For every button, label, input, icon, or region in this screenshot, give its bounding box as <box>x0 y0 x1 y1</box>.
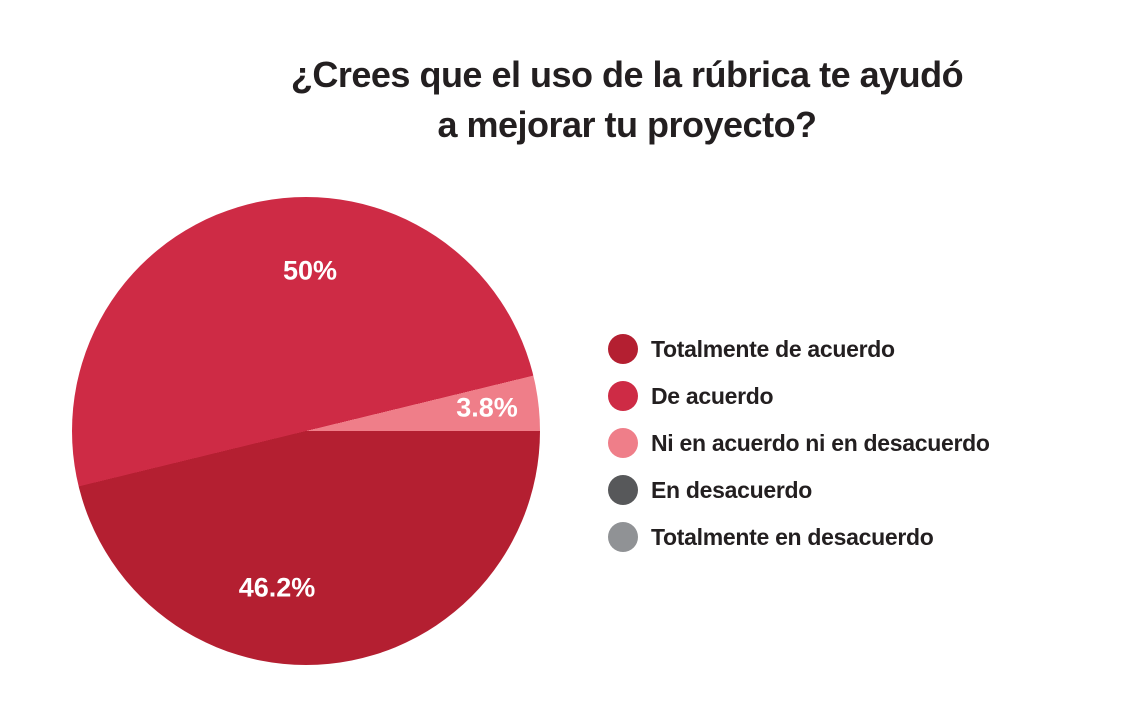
legend-item-ni-en-acuerdo: Ni en acuerdo ni en desacuerdo <box>608 428 990 458</box>
legend-swatch-totalmente-en-desacuerdo-icon <box>608 522 638 552</box>
legend-swatch-totalmente-de-acuerdo-icon <box>608 334 638 364</box>
pie-data-label-totalmente-de-acuerdo: 46.2% <box>238 572 316 603</box>
legend-item-en-desacuerdo: En desacuerdo <box>608 475 990 505</box>
legend-item-totalmente-de-acuerdo: Totalmente de acuerdo <box>608 334 990 364</box>
legend-label-totalmente-en-desacuerdo: Totalmente en desacuerdo <box>651 523 934 550</box>
legend-label-totalmente-de-acuerdo: Totalmente de acuerdo <box>651 335 895 362</box>
pie-chart: 50% 3.8% 46.2% <box>72 197 540 665</box>
pie-data-label-de-acuerdo: 50% <box>282 255 338 286</box>
legend-swatch-en-desacuerdo-icon <box>608 475 638 505</box>
chart-title-line2: a mejorar tu proyecto? <box>437 104 817 145</box>
legend-swatch-ni-en-acuerdo-icon <box>608 428 638 458</box>
legend-label-en-desacuerdo: En desacuerdo <box>651 476 812 503</box>
chart-title-line1: ¿Crees que el uso de la rúbrica te ayudó <box>290 54 964 95</box>
pie-data-label-ni-en-acuerdo: 3.8% <box>456 392 518 423</box>
legend-label-ni-en-acuerdo: Ni en acuerdo ni en desacuerdo <box>651 429 990 456</box>
chart-legend: Totalmente de acuerdo De acuerdo Ni en a… <box>608 334 990 552</box>
legend-item-de-acuerdo: De acuerdo <box>608 381 990 411</box>
legend-swatch-de-acuerdo-icon <box>608 381 638 411</box>
legend-label-de-acuerdo: De acuerdo <box>651 382 774 409</box>
chart-title: ¿Crees que el uso de la rúbrica te ayudó… <box>130 50 1124 150</box>
legend-item-totalmente-en-desacuerdo: Totalmente en desacuerdo <box>608 522 990 552</box>
